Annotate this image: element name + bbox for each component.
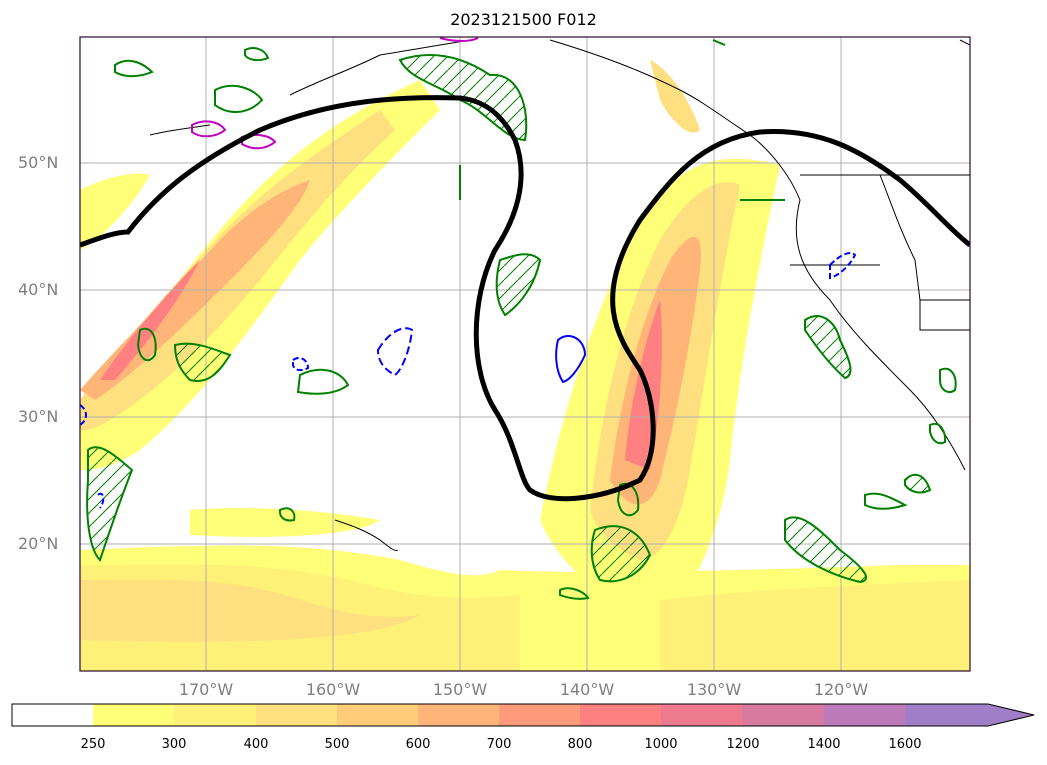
plot-area: [80, 37, 970, 671]
lon-label-140w: 140°W: [559, 680, 615, 699]
colorbar-swatch-1: [93, 704, 174, 726]
colorbar-tick: 300: [161, 737, 187, 752]
lat-label-20n: 20°N: [18, 534, 59, 553]
lon-label-150w: 150°W: [432, 680, 488, 699]
colorbar-tick: 500: [324, 737, 350, 752]
lon-label-160w: 160°W: [305, 680, 361, 699]
colorbar-tick: 1200: [726, 737, 760, 752]
colorbar-tick: 1400: [807, 737, 841, 752]
colorbar-swatch-5: [418, 704, 499, 726]
colorbar-tick: 600: [405, 737, 431, 752]
colorbar-outline: [11, 703, 1035, 727]
colorbar-swatch-7: [580, 704, 661, 726]
plot-frame: [79, 36, 971, 672]
colorbar-tick: 1000: [644, 737, 678, 752]
ivt-band-south: [80, 60, 970, 671]
colorbar-swatch-2: [174, 704, 256, 726]
colorbar-tick: 1600: [888, 737, 922, 752]
colorbar-swatch-9: [743, 704, 824, 726]
colorbar-swatch-4: [337, 704, 418, 726]
colorbar-swatch-8: [661, 704, 743, 726]
colorbar-swatch-0: [12, 704, 93, 726]
lat-label-30n: 30°N: [18, 407, 59, 426]
colorbar-tick: 700: [486, 737, 512, 752]
colorbar-swatch-6: [499, 704, 580, 726]
colorbar: [11, 703, 1035, 727]
colorbar-swatch-10: [824, 704, 905, 726]
colorbar-swatch-3: [256, 704, 337, 726]
lon-label-120w: 120°W: [813, 680, 869, 699]
map-title: 2023121500 F012: [450, 10, 597, 29]
colorbar-tick: 400: [243, 737, 269, 752]
coastline: [149, 39, 970, 551]
lon-label-130w: 130°W: [686, 680, 742, 699]
lat-label-50n: 50°N: [18, 153, 59, 172]
lon-label-170w: 170°W: [178, 680, 234, 699]
colorbar-tick: 800: [567, 737, 593, 752]
lat-label-40n: 40°N: [18, 280, 59, 299]
blue-contours: [80, 252, 857, 509]
jet-contour: [80, 95, 970, 502]
colorbar-extend-arrow: [905, 704, 1034, 726]
colorbar-tick: 250: [80, 737, 106, 752]
